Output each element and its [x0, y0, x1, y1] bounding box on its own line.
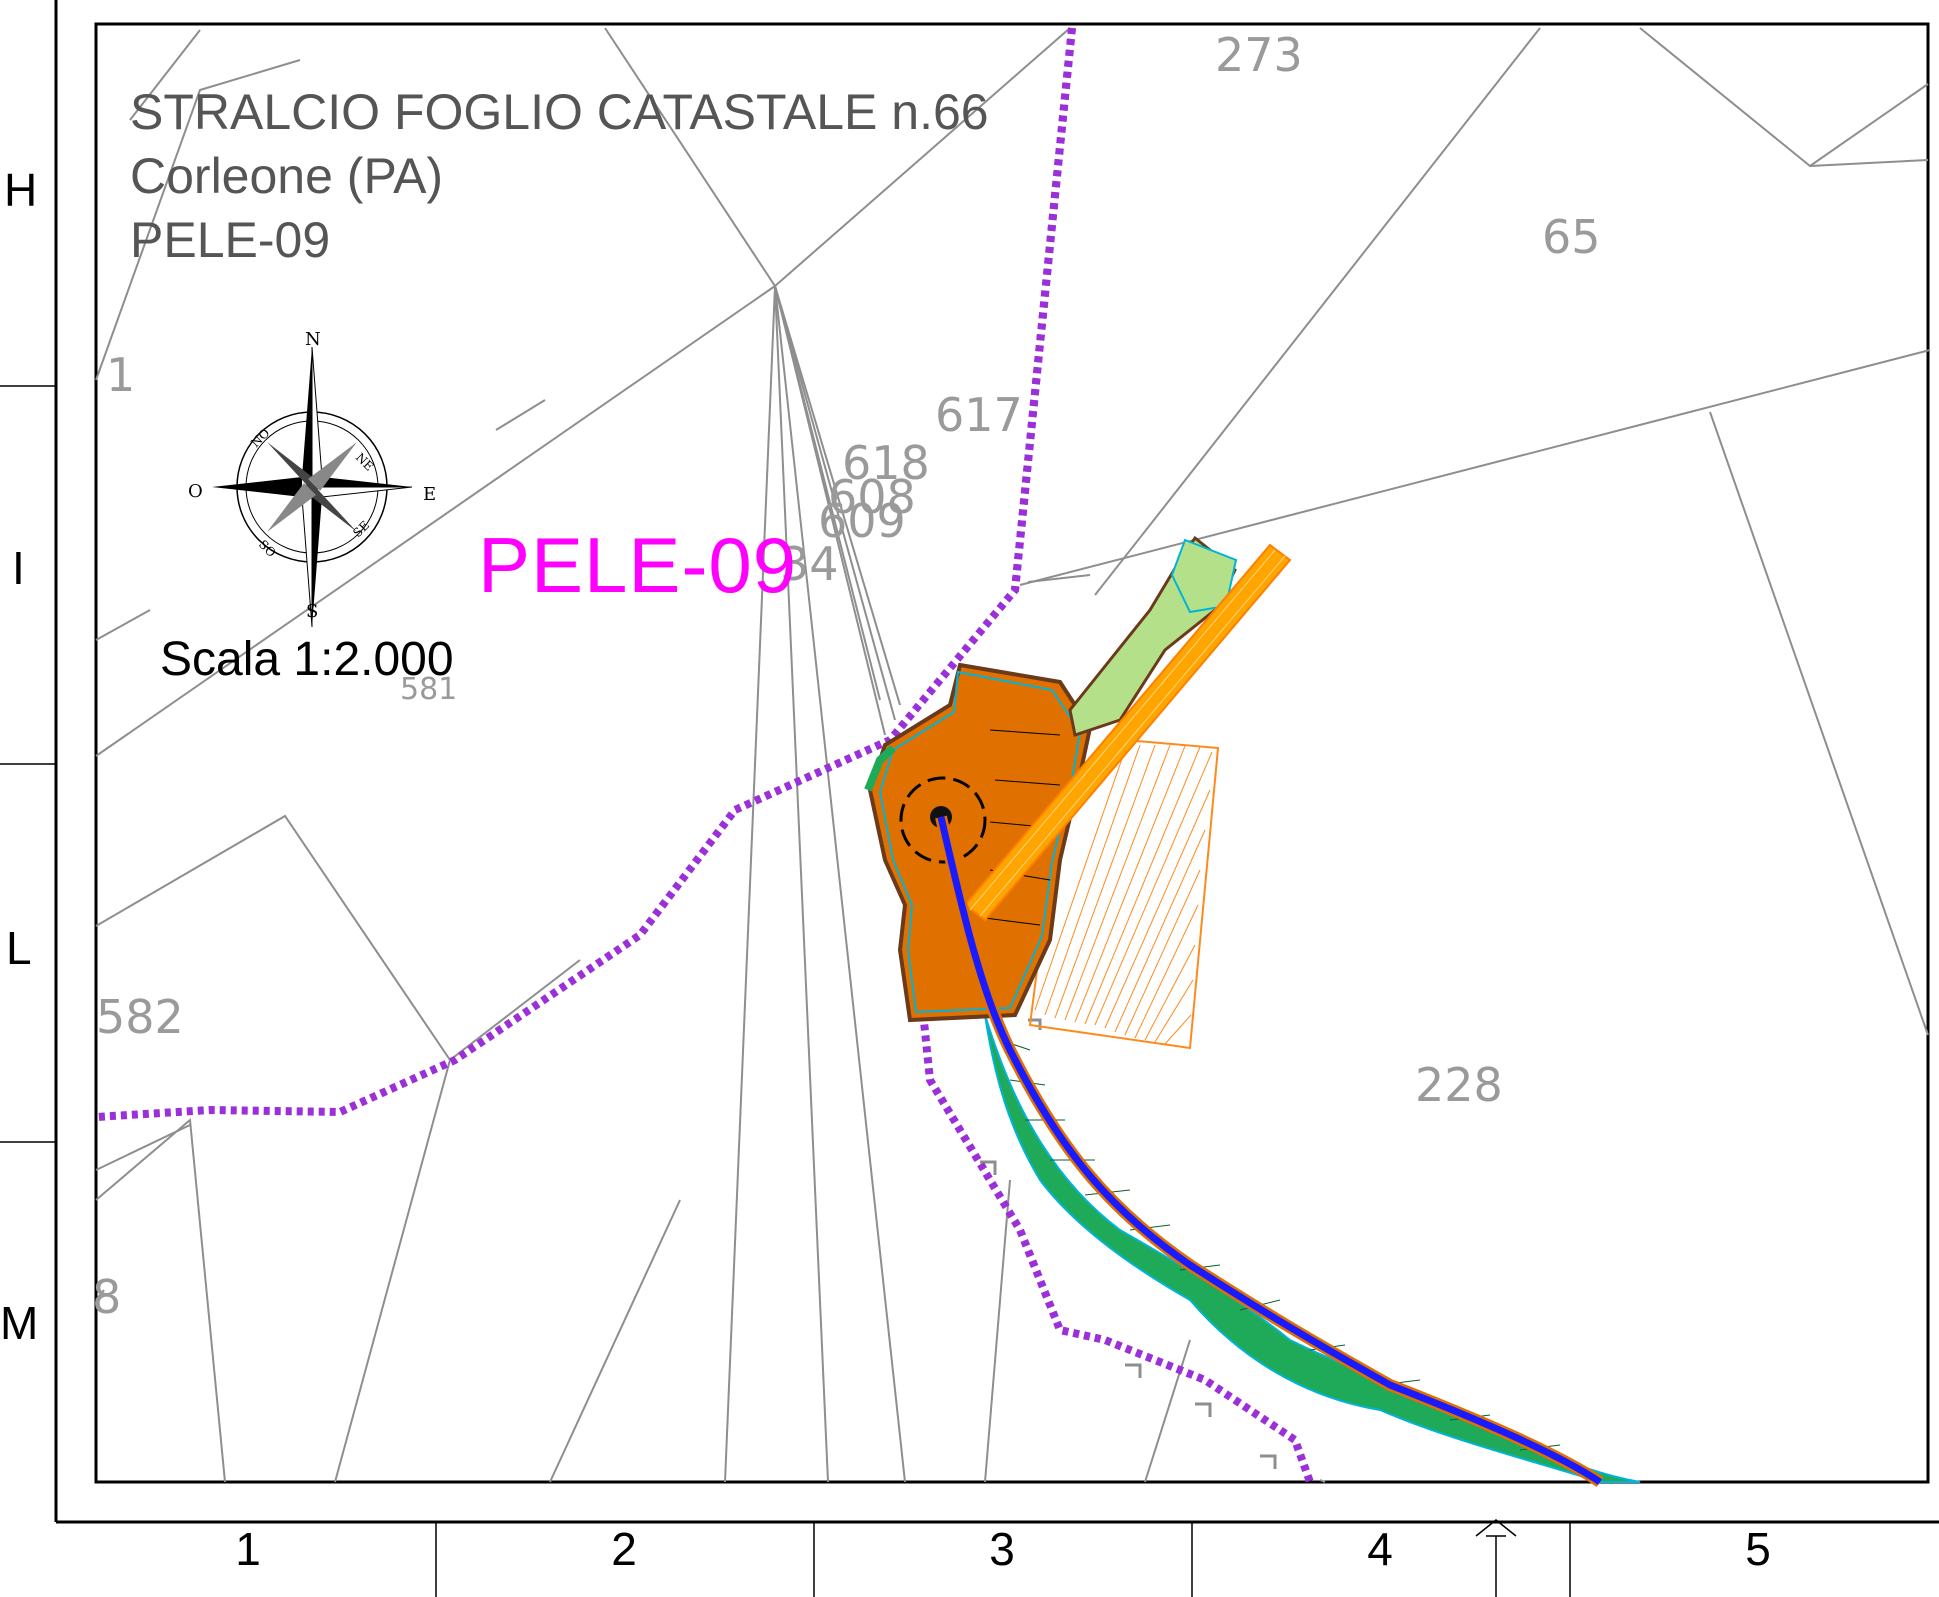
grid-arrow-marker: [1475, 1519, 1517, 1597]
parcel-number: 228: [1415, 1058, 1503, 1112]
col-label-3: 3: [989, 1523, 1015, 1575]
col-ticks: [435, 1522, 1571, 1597]
municipal-boundary: [95, 27, 1314, 1484]
compass-east: E: [423, 484, 436, 505]
col-label-4: 4: [1367, 1523, 1393, 1575]
compass-ne: NE: [353, 450, 377, 474]
parcel-lines: [95, 27, 1931, 1483]
compass-no: NO: [248, 426, 272, 450]
site-label: PELE-09: [478, 521, 798, 609]
compass-north: N: [305, 329, 321, 350]
row-label-m: M: [0, 1297, 39, 1349]
parcel-number: 608: [828, 470, 916, 524]
parcel-number: 34: [780, 537, 839, 591]
parcel-number: 8: [92, 1270, 122, 1324]
title-block: STRALCIO FOGLIO CATASTALE n.66 Corleone …: [130, 80, 989, 272]
parcel-number: 609: [818, 494, 906, 548]
field-marks: [980, 1018, 1277, 1469]
compass-west: O: [188, 481, 203, 502]
crane-boom-area: [963, 543, 1292, 922]
parcel-number: 273: [1215, 28, 1303, 82]
col-label-5: 5: [1745, 1523, 1771, 1575]
row-label-i: I: [12, 542, 25, 594]
road-centerline: [937, 816, 1602, 1485]
col-label-1: 1: [235, 1523, 261, 1575]
scale-label: Scala 1:2.000: [160, 633, 454, 686]
parcel-number: 617: [935, 388, 1023, 442]
turbine-platform: [864, 662, 1093, 1023]
project-code: PELE-09: [130, 212, 331, 268]
compass-rose-icon: [212, 346, 413, 628]
row-ticks: [0, 385, 56, 1143]
parcel-number: 581: [400, 672, 458, 707]
parcel-number: 618: [842, 436, 930, 490]
parcel-number: 1: [106, 348, 136, 402]
access-spur: [1068, 535, 1238, 737]
map-frame: [94, 22, 1930, 1484]
compass-south: S: [306, 601, 318, 622]
row-label-h: H: [4, 164, 38, 216]
municipality: Corleone (PA): [130, 148, 444, 204]
parcel-number: 582: [96, 990, 184, 1044]
row-label-l: L: [6, 922, 32, 974]
map-title: STRALCIO FOGLIO CATASTALE n.66: [130, 84, 989, 140]
rotor-circle: [899, 776, 987, 864]
parcel-number: 65: [1542, 210, 1601, 264]
col-label-2: 2: [611, 1523, 637, 1575]
road-embankment: [984, 1014, 1641, 1483]
